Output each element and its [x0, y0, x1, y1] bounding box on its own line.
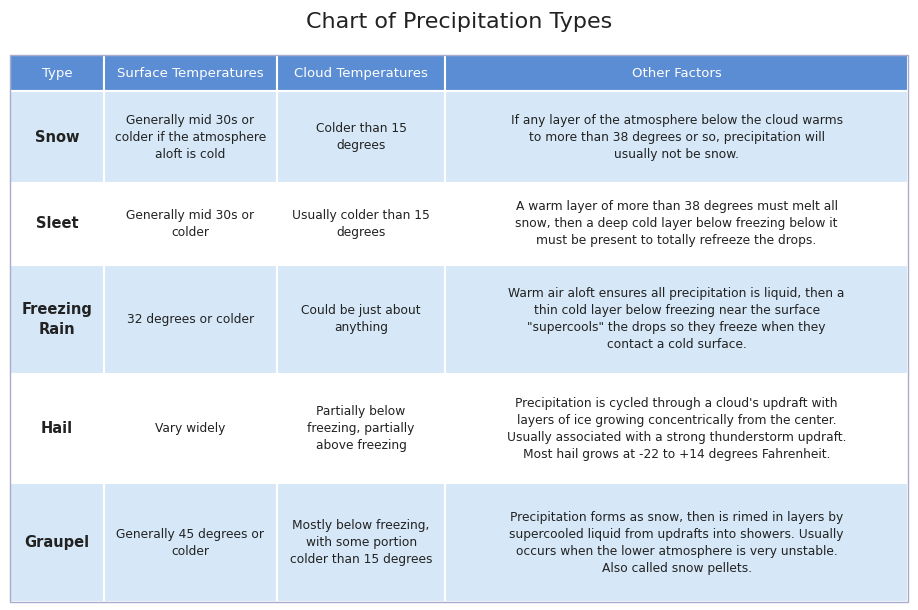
Text: Could be just about
anything: Could be just about anything	[301, 304, 420, 334]
Text: 32 degrees or colder: 32 degrees or colder	[127, 313, 254, 326]
Text: Sleet: Sleet	[36, 216, 78, 231]
Text: Hail: Hail	[41, 422, 73, 436]
Bar	[104, 265, 277, 374]
Bar	[10, 55, 908, 602]
Bar	[104, 182, 277, 265]
Bar	[10, 182, 104, 265]
Text: Surface Temperatures: Surface Temperatures	[118, 66, 263, 80]
Text: Precipitation is cycled through a cloud's updraft with
layers of ice growing con: Precipitation is cycled through a cloud'…	[507, 396, 846, 461]
Text: Warm air aloft ensures all precipitation is liquid, then a
thin cold layer below: Warm air aloft ensures all precipitation…	[509, 287, 845, 351]
Bar	[277, 374, 445, 484]
Text: If any layer of the atmosphere below the cloud warms
to more than 38 degrees or : If any layer of the atmosphere below the…	[510, 113, 843, 160]
Bar	[104, 92, 277, 182]
Text: Generally 45 degrees or
colder: Generally 45 degrees or colder	[117, 528, 264, 558]
Text: Freezing
Rain: Freezing Rain	[21, 302, 93, 337]
Bar	[445, 374, 908, 484]
Text: Snow: Snow	[35, 129, 79, 145]
Text: Generally mid 30s or
colder: Generally mid 30s or colder	[127, 209, 254, 239]
Bar	[445, 484, 908, 602]
Bar	[10, 374, 104, 484]
Bar	[10, 55, 104, 92]
Text: Other Factors: Other Factors	[632, 66, 722, 80]
Bar	[445, 265, 908, 374]
Text: Type: Type	[41, 66, 73, 80]
Text: Chart of Precipitation Types: Chart of Precipitation Types	[306, 12, 612, 32]
Bar	[277, 182, 445, 265]
Bar	[10, 92, 104, 182]
Text: Partially below
freezing, partially
above freezing: Partially below freezing, partially abov…	[308, 405, 415, 452]
Bar	[277, 55, 445, 92]
Text: A warm layer of more than 38 degrees must melt all
snow, then a deep cold layer : A warm layer of more than 38 degrees mus…	[515, 200, 838, 247]
Bar	[277, 265, 445, 374]
Text: Colder than 15
degrees: Colder than 15 degrees	[316, 122, 407, 152]
Bar	[104, 55, 277, 92]
Bar	[10, 484, 104, 602]
Text: Graupel: Graupel	[25, 535, 90, 550]
Text: Generally mid 30s or
colder if the atmosphere
aloft is cold: Generally mid 30s or colder if the atmos…	[115, 113, 266, 160]
Bar	[277, 484, 445, 602]
Bar	[104, 484, 277, 602]
Bar	[445, 92, 908, 182]
Text: Usually colder than 15
degrees: Usually colder than 15 degrees	[292, 209, 430, 239]
Bar	[445, 55, 908, 92]
Text: Precipitation forms as snow, then is rimed in layers by
supercooled liquid from : Precipitation forms as snow, then is rim…	[509, 511, 844, 575]
Text: Vary widely: Vary widely	[155, 422, 226, 436]
Bar	[277, 92, 445, 182]
Bar	[10, 265, 104, 374]
Text: Cloud Temperatures: Cloud Temperatures	[294, 66, 428, 80]
Bar	[445, 182, 908, 265]
Bar	[104, 374, 277, 484]
Text: Mostly below freezing,
with some portion
colder than 15 degrees: Mostly below freezing, with some portion…	[290, 519, 432, 566]
